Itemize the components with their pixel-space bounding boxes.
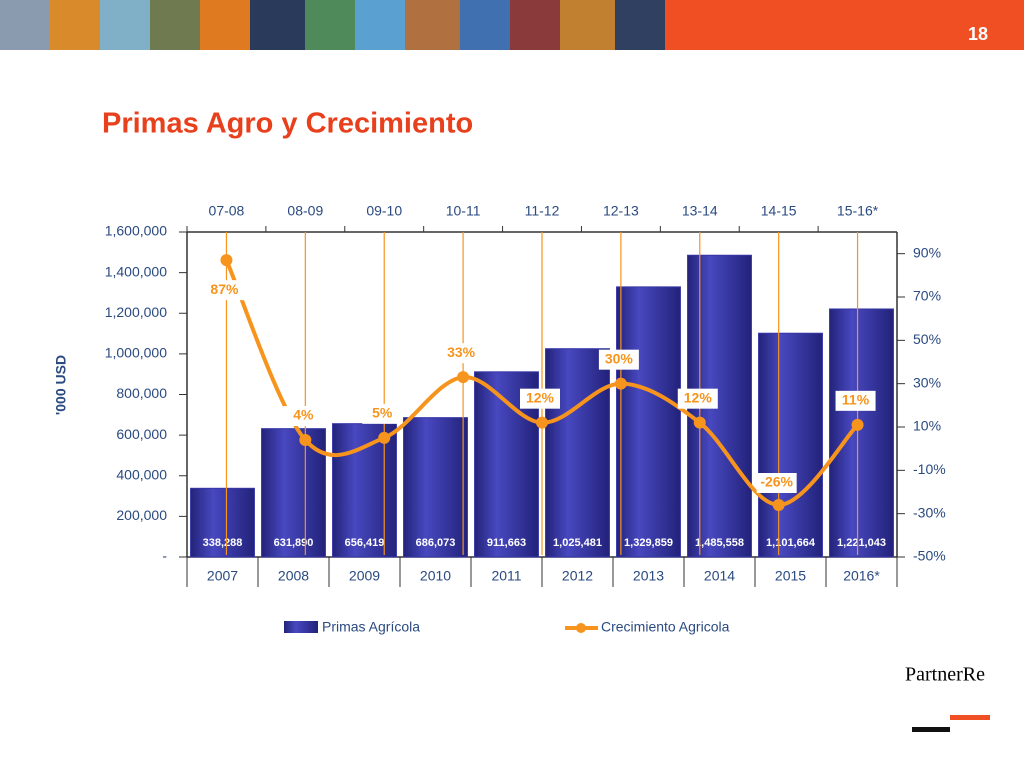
bar-value-label: 631,890 xyxy=(274,537,314,549)
growth-label-bg xyxy=(520,388,560,409)
growth-point xyxy=(693,416,706,429)
growth-label-bg xyxy=(283,406,324,426)
growth-label-bg xyxy=(204,280,245,301)
growth-label: 30% xyxy=(605,350,634,366)
bar-value-label: 1,025,481 xyxy=(553,537,602,549)
y2-tick-label: 50% xyxy=(913,331,941,347)
y2-tick-label: 70% xyxy=(913,288,941,304)
legend-swatch xyxy=(576,623,586,633)
growth-point xyxy=(614,377,627,390)
growth-point xyxy=(299,434,312,446)
x2-tick-label: 09-10 xyxy=(366,203,402,219)
x2-tick-label: 12-13 xyxy=(603,203,639,219)
y-axis-label: '000 USD xyxy=(53,355,69,415)
bar xyxy=(403,417,468,558)
growth-point xyxy=(220,254,233,267)
x2-tick-label: 07-08 xyxy=(209,203,245,219)
y-tick-label: 1,200,000 xyxy=(105,304,167,320)
bar-value-label: 686,073 xyxy=(416,537,456,549)
growth-label: 12% xyxy=(526,389,555,405)
growth-point xyxy=(772,499,785,511)
growth-label: 12% xyxy=(684,389,713,405)
logo-bar-orange xyxy=(950,715,990,720)
y-tick-label: 1,600,000 xyxy=(105,223,167,239)
x2-tick-label: 15-16* xyxy=(837,203,879,219)
growth-label: 87% xyxy=(210,281,239,297)
bar-value-label: 656,419 xyxy=(345,537,385,549)
y-tick-label: 1,400,000 xyxy=(105,263,167,279)
bar xyxy=(190,487,255,558)
growth-label-bg xyxy=(677,388,718,409)
y-tick-label: 600,000 xyxy=(116,426,167,442)
y-tick-label: 800,000 xyxy=(116,385,167,401)
growth-point xyxy=(851,418,864,431)
growth-label: 5% xyxy=(372,405,393,421)
growth-point xyxy=(457,371,470,384)
x2-tick-label: 11-12 xyxy=(525,203,560,219)
x-tick-label: 2010 xyxy=(420,568,451,584)
growth-label-bg xyxy=(441,343,482,364)
y-tick-label: 1,000,000 xyxy=(105,345,167,361)
growth-label: -26% xyxy=(760,474,793,490)
y2-tick-label: -50% xyxy=(913,548,946,564)
y2-tick-label: -30% xyxy=(913,504,946,520)
bar-value-label: 338,288 xyxy=(203,537,243,549)
y2-tick-label: -10% xyxy=(913,461,946,477)
x2-tick-label: 14-15 xyxy=(761,203,797,219)
y2-tick-label: 90% xyxy=(913,244,941,260)
x2-tick-label: 08-09 xyxy=(287,203,323,219)
bar xyxy=(758,332,823,558)
photo-strip xyxy=(0,0,665,50)
growth-label-bg xyxy=(835,390,876,411)
x-tick-label: 2013 xyxy=(633,568,664,584)
growth-point xyxy=(536,416,548,429)
growth-label: 33% xyxy=(447,344,476,360)
x-tick-label: 2011 xyxy=(491,568,521,584)
logo: PartnerRe xyxy=(905,664,985,686)
legend-swatch xyxy=(284,621,318,633)
y-tick-label: 200,000 xyxy=(116,507,167,523)
logo-bar-dark xyxy=(912,727,950,732)
x-tick-label: 2015 xyxy=(775,568,806,584)
bar-value-label: 1,329,859 xyxy=(624,537,673,549)
x-tick-label: 2007 xyxy=(207,568,238,584)
legend-label: Primas Agrícola xyxy=(322,619,420,635)
growth-label-bg xyxy=(598,349,639,370)
x-tick-label: 2009 xyxy=(349,568,380,584)
x-tick-label: 2016* xyxy=(843,568,880,584)
y2-tick-label: 10% xyxy=(913,418,941,434)
growth-label: 4% xyxy=(293,407,314,423)
bar xyxy=(829,308,894,558)
header-block xyxy=(665,0,1024,50)
growth-point xyxy=(378,431,391,444)
x-tick-label: 2014 xyxy=(704,568,735,584)
bar-value-label: 911,663 xyxy=(487,537,526,549)
y-tick-label: 400,000 xyxy=(116,466,167,482)
y2-tick-label: 30% xyxy=(913,374,941,390)
growth-label-bg xyxy=(756,473,797,493)
x-tick-label: 2008 xyxy=(278,568,309,584)
bar-value-label: 1,101,664 xyxy=(766,537,816,549)
bar-value-label: 1,221,043 xyxy=(837,537,886,549)
x2-tick-label: 10-11 xyxy=(446,203,481,219)
slide-number: 18 xyxy=(968,24,988,44)
x-tick-label: 2012 xyxy=(562,568,593,584)
x2-tick-label: 13-14 xyxy=(682,203,718,219)
legend-label: Crecimiento Agricola xyxy=(601,619,730,635)
slide-title: Primas Agro y Crecimiento xyxy=(102,108,473,140)
bar xyxy=(616,286,681,558)
bar xyxy=(545,348,610,558)
y-tick-label: - xyxy=(162,548,167,564)
growth-label-bg xyxy=(362,403,403,424)
bar-value-label: 1,485,558 xyxy=(695,537,744,549)
growth-label: 11% xyxy=(842,392,870,408)
